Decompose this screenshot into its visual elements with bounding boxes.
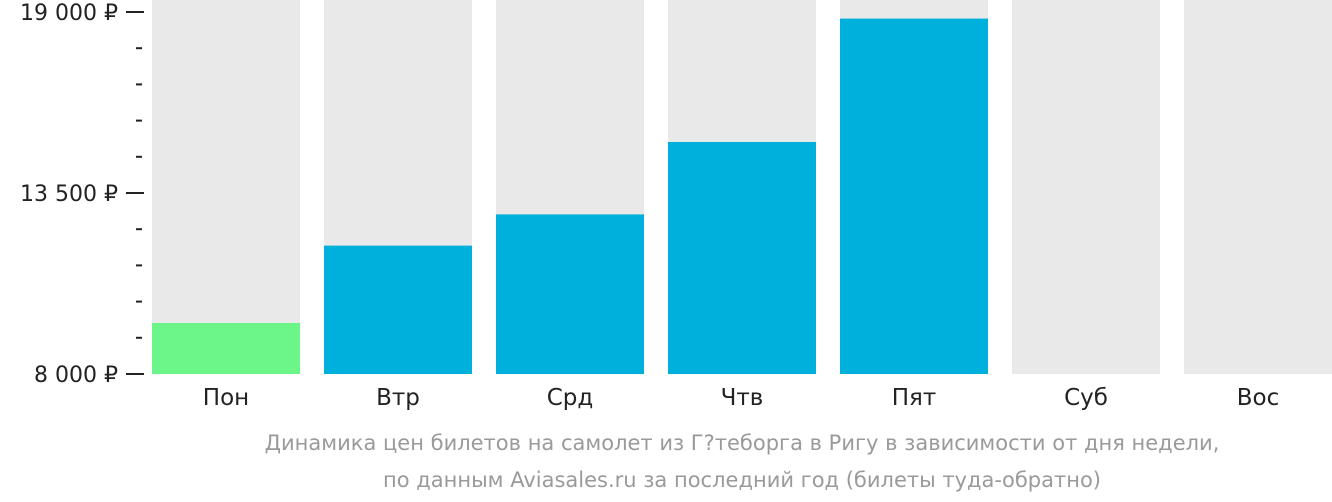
x-tick-label: Суб <box>1064 385 1108 411</box>
bar-background <box>1184 0 1332 374</box>
x-tick-label: Срд <box>547 385 594 411</box>
bar-4[interactable] <box>840 18 988 374</box>
chart-caption-line-2: по данным Aviasales.ru за последний год … <box>383 468 1101 492</box>
y-tick-label: 19 000 ₽ <box>20 1 118 26</box>
bar-1[interactable] <box>324 245 472 374</box>
x-tick-label: Пон <box>203 385 249 411</box>
x-axis-labels: Пон Втр Срд Чтв Пят Суб Вос <box>203 385 1279 411</box>
bar-0[interactable] <box>152 322 300 374</box>
bar-background <box>1012 0 1160 374</box>
y-tick-label: 8 000 ₽ <box>34 363 118 388</box>
price-by-weekday-chart: 19 000 ₽ 13 500 ₽ 8 000 ₽ Пон Втр Срд Чтв Пят С… <box>20 0 1332 411</box>
x-tick-label: Пят <box>892 385 937 411</box>
chart-caption-line-1: Динамика цен билетов на самолет из Г?теб… <box>264 431 1220 455</box>
bar-2[interactable] <box>496 214 644 374</box>
bar-background <box>152 0 300 374</box>
bars <box>152 18 988 374</box>
y-axis: 19 000 ₽ 13 500 ₽ 8 000 ₽ <box>20 1 144 388</box>
y-tick-label: 13 500 ₽ <box>20 182 118 207</box>
x-tick-label: Чтв <box>721 385 764 411</box>
x-tick-label: Вос <box>1237 385 1280 411</box>
bar-3[interactable] <box>668 141 816 374</box>
x-tick-label: Втр <box>376 385 420 411</box>
